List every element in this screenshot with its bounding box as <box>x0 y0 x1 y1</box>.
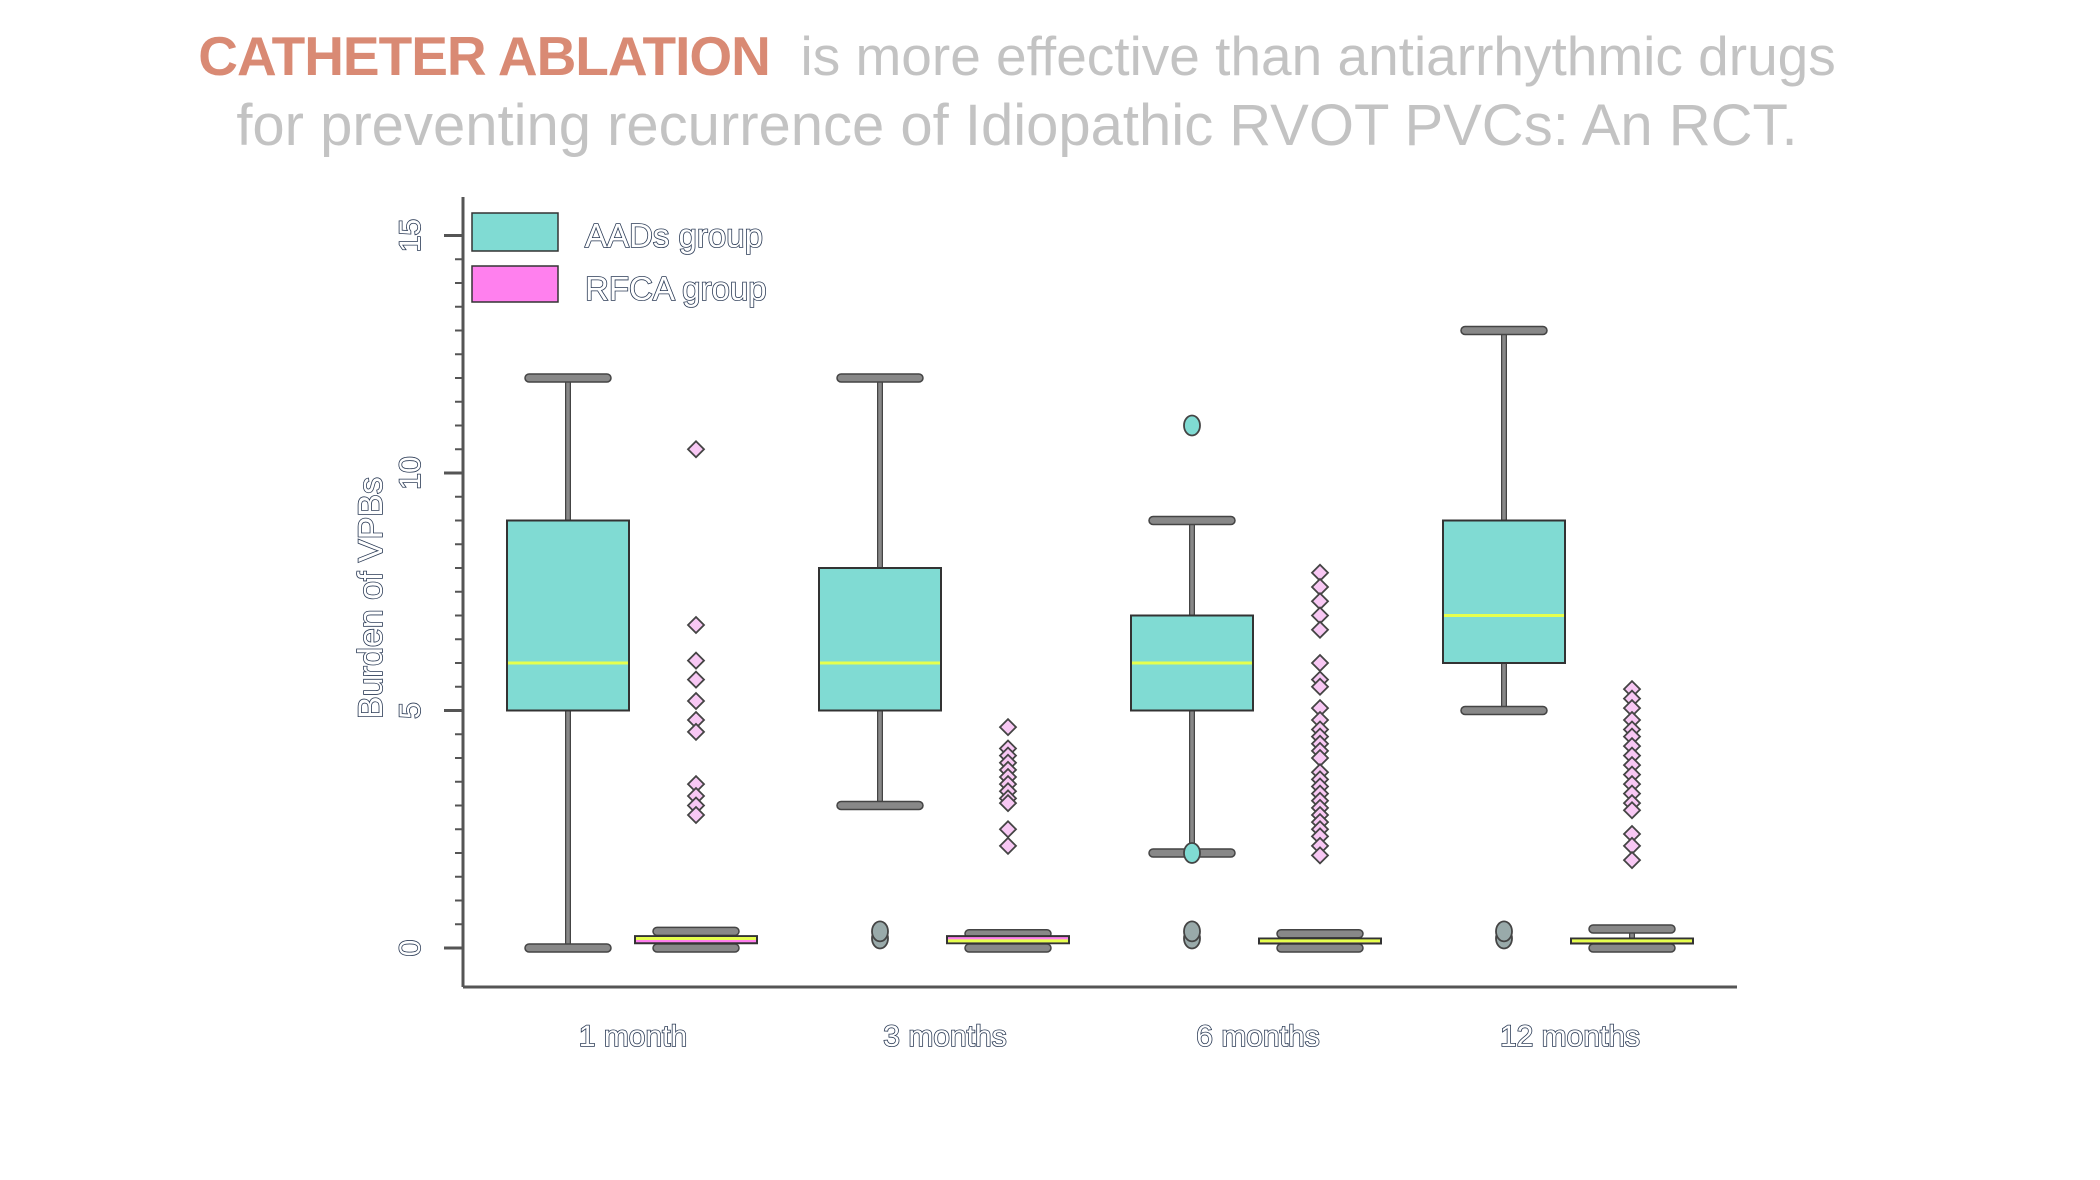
legend-label-aads: AADs group <box>585 217 763 254</box>
rfca-box-4 <box>1570 679 1694 953</box>
outlier-point <box>998 836 1018 856</box>
x-tick-label: 3 months <box>883 1020 1006 1053</box>
whisker-cap-upper <box>1148 515 1236 526</box>
outlier-point <box>871 920 889 943</box>
whisker-cap-lower <box>1276 943 1364 953</box>
outlier-point <box>686 691 706 711</box>
whisker-cap-lower <box>1588 943 1676 953</box>
outlier-point <box>686 670 706 689</box>
y-ticks <box>444 234 463 950</box>
outlier-point <box>1495 920 1513 943</box>
y-axis-label: Burden of VPBs <box>352 477 390 719</box>
aads-box-3 <box>1130 414 1254 950</box>
x-tick-label: 6 months <box>1196 1020 1319 1053</box>
legend: AADs group RFCA group <box>471 212 767 308</box>
box <box>1442 519 1566 664</box>
box <box>818 567 942 712</box>
whisker-cap-upper <box>836 373 924 383</box>
aads-box-1 <box>506 373 630 953</box>
chart-title-line-1: CATHETER ABLATION is more effective than… <box>0 22 2034 90</box>
whisker-cap-lower <box>1460 705 1548 716</box>
title-highlight: CATHETER ABLATION <box>198 25 771 87</box>
outlier-point <box>1310 653 1330 673</box>
y-tick-label: 5 <box>394 702 427 719</box>
whisker-cap-lower <box>836 800 924 811</box>
whisker-cap-upper <box>1460 325 1548 336</box>
rfca-box-3 <box>1258 563 1382 953</box>
outlier-point <box>1183 920 1201 943</box>
whisker-cap-upper <box>1588 924 1676 934</box>
outlier-point <box>1310 620 1330 640</box>
aads-box-2 <box>818 373 942 950</box>
outlier-point <box>1622 800 1642 820</box>
whisker-cap-lower <box>524 943 612 953</box>
chart-title-line-2: for preventing recurrence of Idiopathic … <box>236 93 1798 158</box>
x-tick-label: 1 month <box>579 1020 687 1053</box>
whisker-cap-upper <box>652 926 740 937</box>
whisker-cap-upper <box>524 373 612 383</box>
outlier-point <box>1310 846 1330 865</box>
y-tick-label: 15 <box>394 219 427 252</box>
outlier-point <box>998 793 1018 813</box>
outlier-point <box>998 819 1018 839</box>
y-tick-label: 0 <box>394 940 427 957</box>
outlier-point <box>1183 842 1201 864</box>
box <box>506 519 630 712</box>
x-tick-label: 12 months <box>1500 1020 1640 1053</box>
rfca-box-2 <box>946 717 1070 953</box>
legend-label-rfca: RFCA group <box>585 270 767 307</box>
aads-box-4 <box>1442 325 1566 950</box>
x-tick-labels: 1 month 3 months 6 months 12 months <box>578 1019 1641 1054</box>
outlier-point <box>1183 414 1201 437</box>
outlier-point <box>1622 850 1642 870</box>
whisker-cap-lower <box>964 943 1052 953</box>
outlier-point <box>686 722 706 742</box>
legend-swatch-aads <box>471 212 559 252</box>
outlier-point <box>686 805 706 825</box>
plot-area <box>506 325 1694 953</box>
outlier-point <box>1310 677 1330 697</box>
whisker-cap-lower <box>652 943 740 953</box>
legend-swatch-rfca <box>471 265 559 303</box>
title-rest: is more effective than antiarrhythmic dr… <box>800 25 1836 87</box>
outlier-point <box>998 717 1018 737</box>
y-tick-labels: 0 5 10 15 <box>393 218 428 957</box>
whisker-cap-upper <box>1276 929 1364 939</box>
y-tick-label: 10 <box>394 456 427 489</box>
rfca-box-1 <box>634 439 758 953</box>
outlier-point <box>686 651 706 670</box>
outlier-point <box>686 615 706 635</box>
outlier-point <box>686 439 706 459</box>
